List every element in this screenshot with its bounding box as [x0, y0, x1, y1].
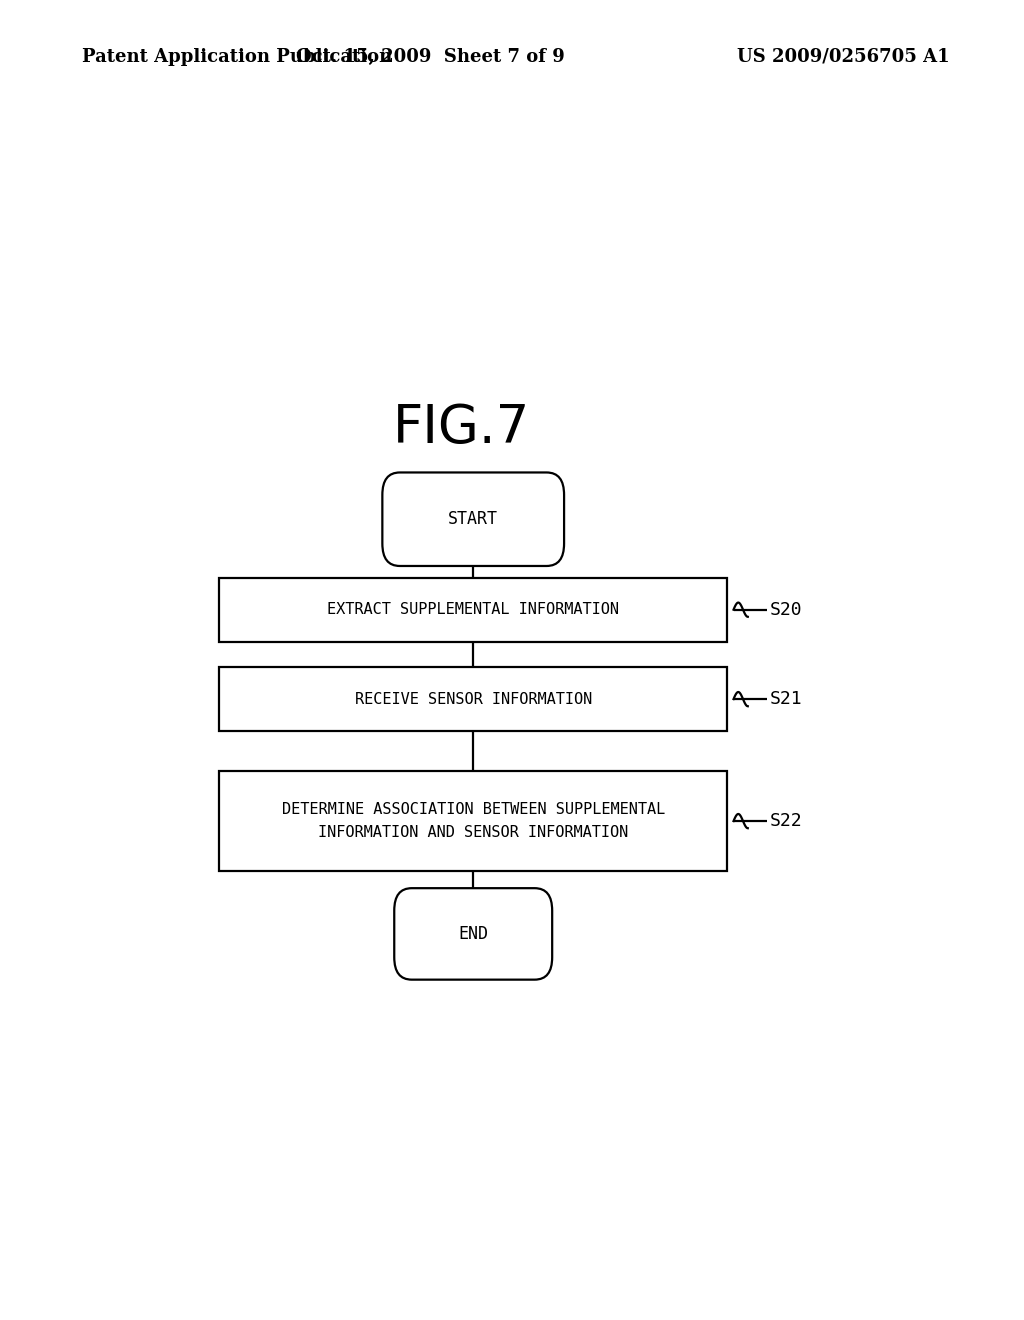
- Text: US 2009/0256705 A1: US 2009/0256705 A1: [737, 48, 950, 66]
- Text: EXTRACT SUPPLEMENTAL INFORMATION: EXTRACT SUPPLEMENTAL INFORMATION: [328, 602, 620, 618]
- Text: S21: S21: [770, 690, 803, 708]
- FancyBboxPatch shape: [394, 888, 552, 979]
- Text: DETERMINE ASSOCIATION BETWEEN SUPPLEMENTAL
INFORMATION AND SENSOR INFORMATION: DETERMINE ASSOCIATION BETWEEN SUPPLEMENT…: [282, 803, 665, 840]
- Text: FIG.7: FIG.7: [392, 401, 530, 454]
- Text: RECEIVE SENSOR INFORMATION: RECEIVE SENSOR INFORMATION: [354, 692, 592, 706]
- Text: START: START: [449, 511, 499, 528]
- FancyBboxPatch shape: [382, 473, 564, 566]
- Text: S22: S22: [770, 812, 803, 830]
- Bar: [219, 667, 727, 731]
- Text: S20: S20: [770, 601, 803, 619]
- Text: Oct. 15, 2009  Sheet 7 of 9: Oct. 15, 2009 Sheet 7 of 9: [296, 48, 564, 66]
- Text: END: END: [458, 925, 488, 942]
- Text: Patent Application Publication: Patent Application Publication: [82, 48, 392, 66]
- Bar: [219, 578, 727, 642]
- Bar: [219, 771, 727, 871]
